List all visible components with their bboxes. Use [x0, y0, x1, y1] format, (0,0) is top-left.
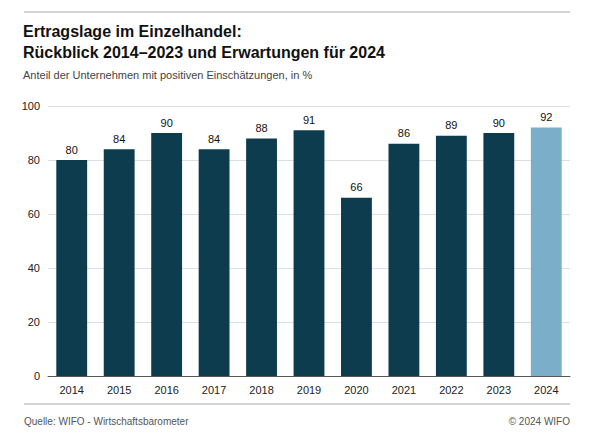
svg-text:Ertragslage im Einzelhandel:: Ertragslage im Einzelhandel:	[23, 23, 242, 40]
svg-text:84: 84	[208, 133, 220, 145]
svg-text:89: 89	[445, 119, 457, 131]
svg-text:90: 90	[493, 117, 505, 129]
svg-text:2020: 2020	[344, 384, 368, 396]
svg-text:2022: 2022	[439, 384, 463, 396]
svg-text:100: 100	[22, 100, 40, 112]
svg-text:91: 91	[303, 114, 315, 126]
svg-text:Anteil der Unternehmen mit pos: Anteil der Unternehmen mit positiven Ein…	[23, 69, 312, 81]
svg-text:60: 60	[28, 208, 40, 220]
svg-text:2015: 2015	[107, 384, 131, 396]
svg-text:84: 84	[113, 133, 125, 145]
svg-text:2017: 2017	[202, 384, 226, 396]
svg-text:40: 40	[28, 262, 40, 274]
svg-text:88: 88	[255, 122, 267, 134]
svg-text:© 2024 WIFO: © 2024 WIFO	[509, 416, 570, 427]
svg-text:Rückblick 2014–2023 und Erwart: Rückblick 2014–2023 und Erwartungen für …	[23, 44, 385, 61]
svg-text:2019: 2019	[297, 384, 321, 396]
svg-text:86: 86	[398, 127, 410, 139]
svg-text:2024: 2024	[534, 384, 558, 396]
svg-text:80: 80	[66, 144, 78, 156]
svg-text:66: 66	[350, 181, 362, 193]
svg-text:Quelle: WIFO - Wirtschaftsbaro: Quelle: WIFO - Wirtschaftsbarometer	[24, 416, 189, 427]
svg-text:2023: 2023	[487, 384, 511, 396]
svg-text:92: 92	[540, 111, 552, 123]
svg-text:2016: 2016	[154, 384, 178, 396]
svg-text:20: 20	[28, 316, 40, 328]
svg-text:2018: 2018	[249, 384, 273, 396]
svg-text:80: 80	[28, 154, 40, 166]
svg-text:0: 0	[34, 370, 40, 382]
svg-text:2014: 2014	[59, 384, 83, 396]
svg-text:90: 90	[161, 117, 173, 129]
svg-text:2021: 2021	[392, 384, 416, 396]
